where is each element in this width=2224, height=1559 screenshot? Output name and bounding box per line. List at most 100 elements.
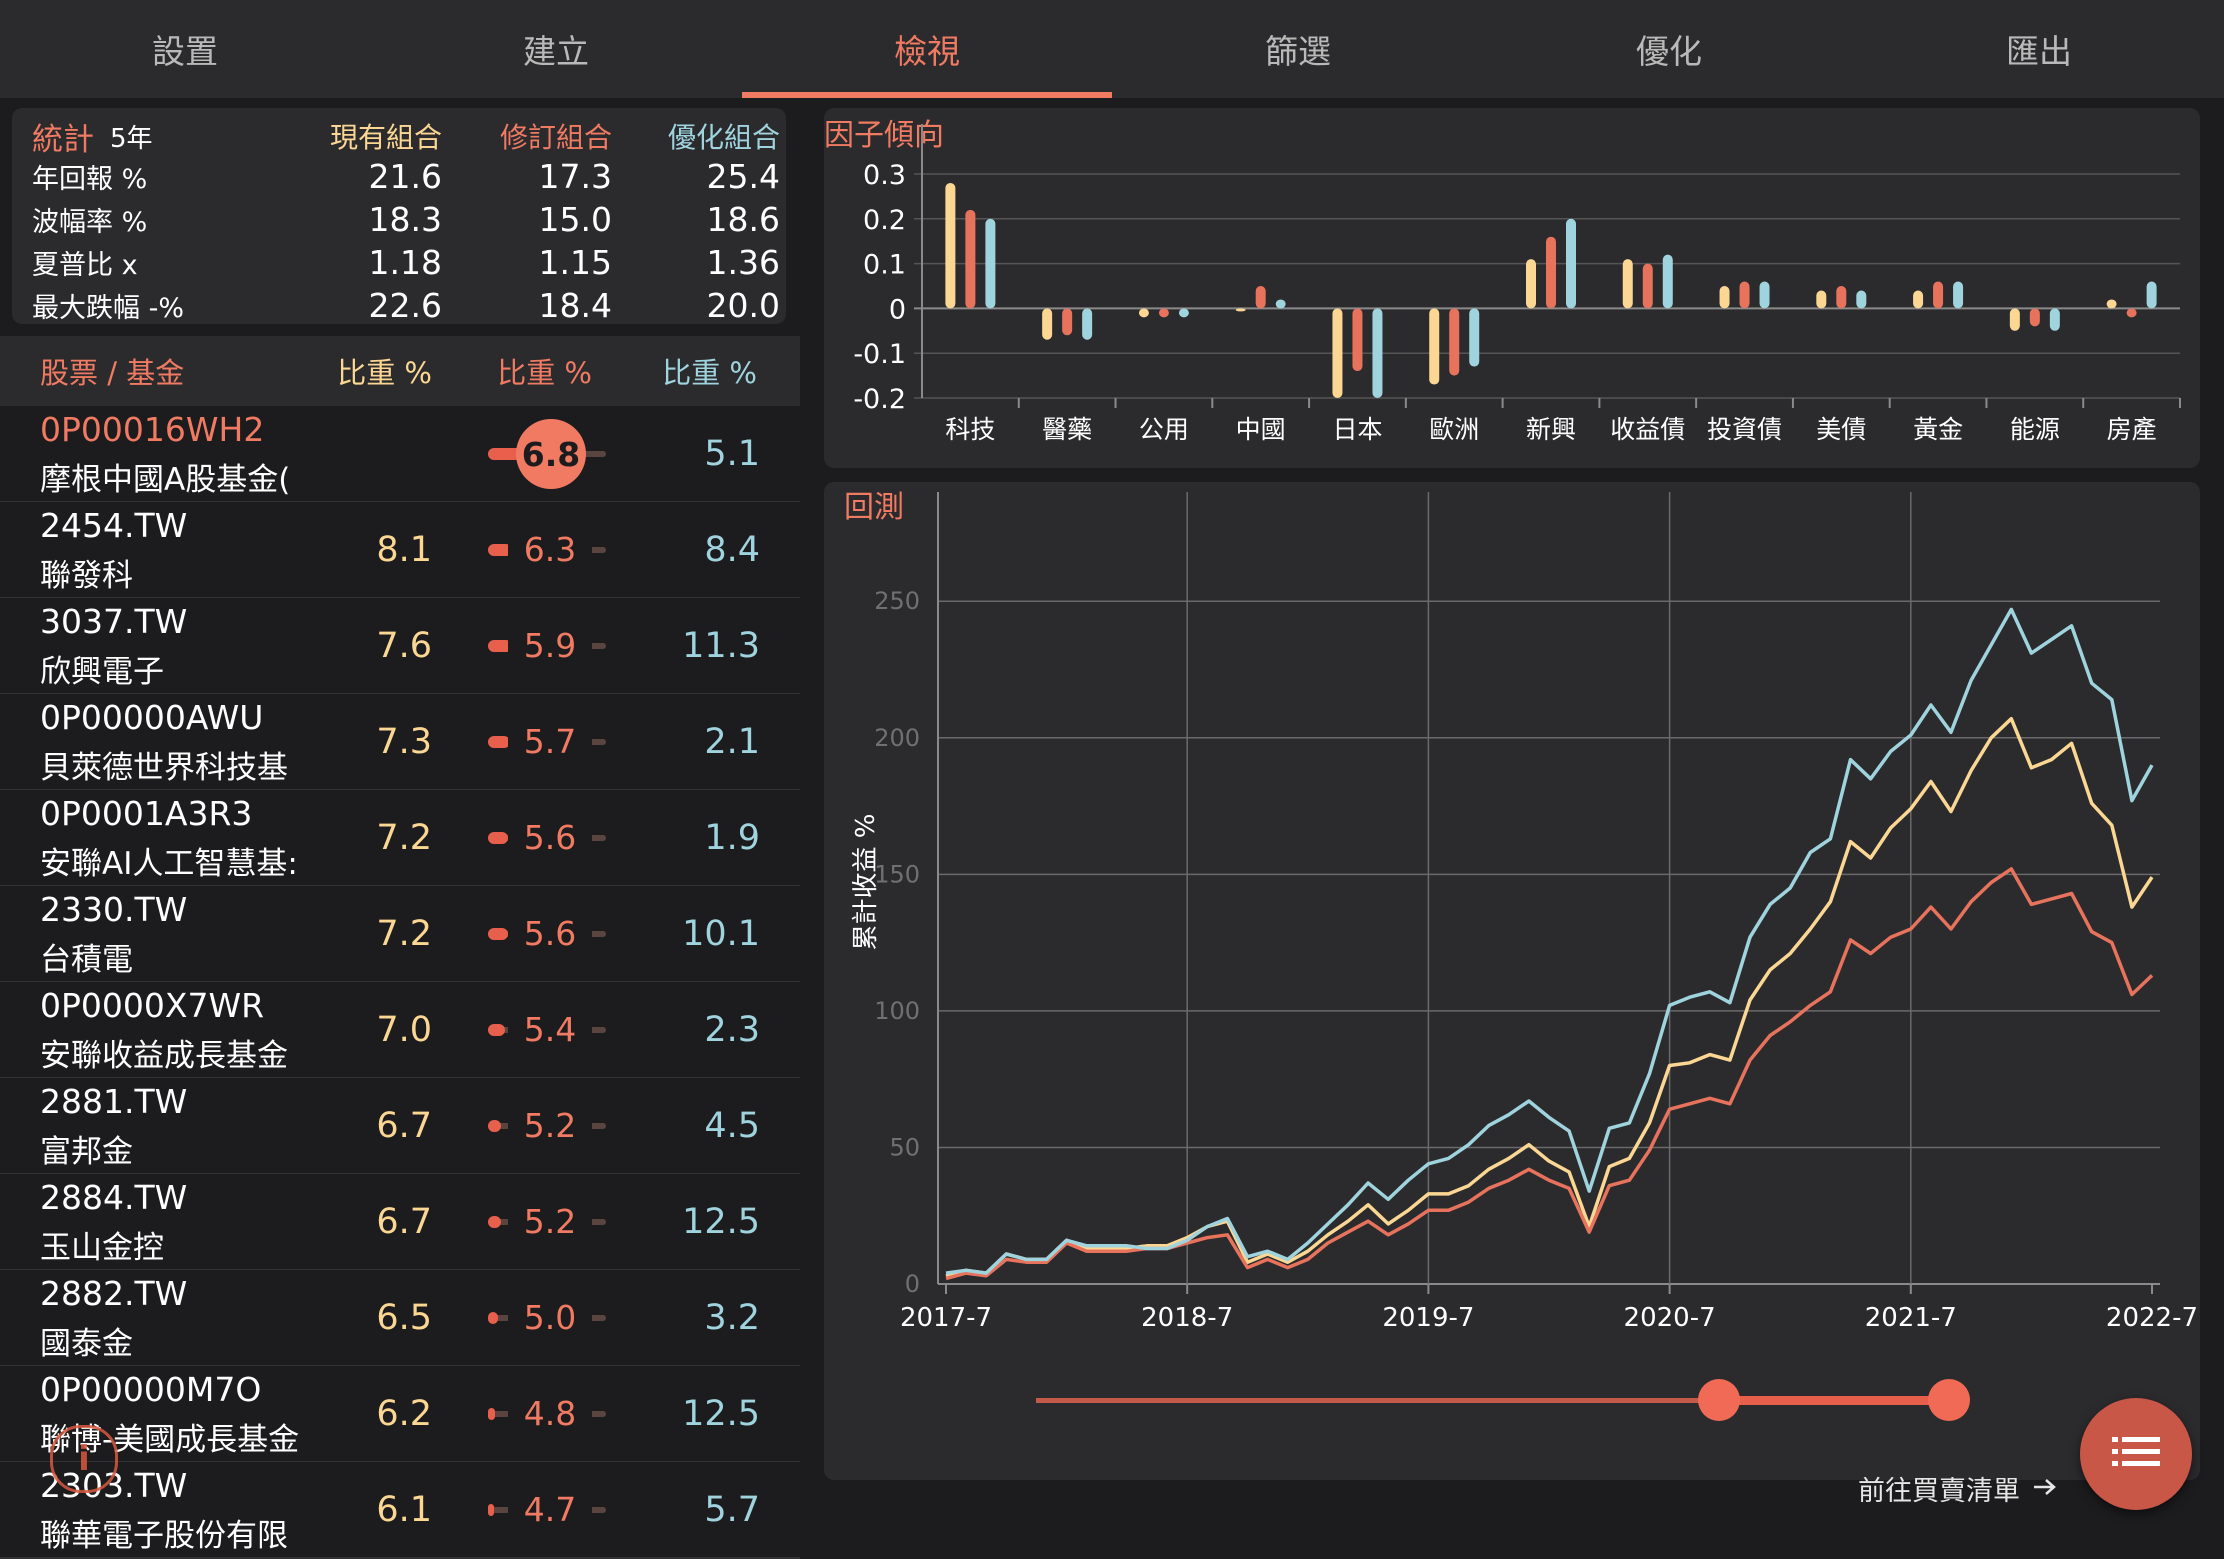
holding-row[interactable]: 2303.TW 聯華電子股份有限 6.1 4.7 5.7: [0, 1462, 800, 1559]
factor-bar: [1138, 308, 1149, 318]
holding-ticker: 0P0000X7WR: [40, 986, 265, 1025]
holding-ticker: 2330.TW: [40, 890, 188, 929]
revised-weight-value[interactable]: 5.6: [508, 790, 592, 885]
info-icon[interactable]: i: [50, 1425, 118, 1493]
stats-row: 夏普比 x 1.18 1.15 1.36: [12, 241, 786, 284]
factor-bar: [1662, 254, 1673, 309]
weight-current-header: 比重 %: [337, 356, 432, 390]
factor-category-label: 科技: [945, 415, 995, 444]
weight-slider-fill: [488, 1024, 505, 1036]
buy-sell-list-link[interactable]: 前往買賣清單: [1858, 1468, 2058, 1508]
stats-optimized-value: 18.6: [706, 200, 780, 239]
date-range-track[interactable]: [1036, 1398, 1960, 1403]
factor-category-label: 歐洲: [1429, 415, 1479, 444]
holding-row[interactable]: 0P00016WH2 摩根中國A股基金(6.8 5.1: [0, 406, 800, 503]
revised-weight-value[interactable]: 5.0: [508, 1270, 592, 1365]
revised-weight-value[interactable]: 5.9: [508, 598, 592, 693]
holding-row[interactable]: 2882.TW 國泰金 6.5 5.0 3.2: [0, 1270, 800, 1367]
holding-row[interactable]: 2330.TW 台積電 7.2 5.6 10.1: [0, 886, 800, 983]
factor-bar: [2029, 308, 2040, 327]
factor-ytick-label: -0.1: [853, 339, 906, 370]
stats-header: 統計 5年: [32, 114, 153, 158]
factor-bar: [1546, 236, 1556, 309]
stats-row-label: 夏普比 x: [32, 250, 138, 281]
top-tab-bar: 設置 建立 檢視 篩選 優化 匯出: [0, 0, 2224, 98]
revised-weight-value[interactable]: 5.4: [508, 982, 592, 1077]
arrow-right-icon: [2032, 1473, 2058, 1504]
holding-row[interactable]: 2454.TW 聯發科 8.1 6.3 8.4: [0, 502, 800, 599]
weight-revised-header: 比重 %: [497, 356, 592, 390]
optimized-weight-value: 1.9: [704, 817, 760, 858]
optimized-weight-value: 10.1: [682, 913, 760, 954]
factor-bar: [1526, 259, 1536, 309]
factor-category-label: 黃金: [1913, 415, 1963, 444]
tab-filter[interactable]: 篩選: [1265, 32, 1331, 71]
date-range-selection[interactable]: [1718, 1396, 1950, 1405]
factor-category-label: 美債: [1816, 415, 1866, 444]
optimized-weight-value: 5.1: [704, 433, 760, 474]
revised-weight-value[interactable]: 4.7: [508, 1462, 592, 1557]
holding-name: 聯發科: [40, 558, 133, 594]
range-end-handle[interactable]: [1928, 1379, 1970, 1421]
stats-revised-value: 15.0: [538, 200, 612, 239]
optimized-weight-value: 5.7: [704, 1489, 760, 1530]
list-menu-button[interactable]: [2080, 1398, 2192, 1510]
tab-settings[interactable]: 設置: [152, 32, 218, 71]
backtest-ytick-label: 150: [874, 860, 920, 888]
optimized-weight-value: 3.2: [704, 1297, 760, 1338]
factor-category-label: 中國: [1236, 415, 1286, 444]
factor-bar: [2106, 299, 2117, 309]
col-current-header: 現有組合: [329, 121, 442, 154]
factor-ytick-label: 0.3: [863, 160, 906, 191]
stats-period[interactable]: 5年: [110, 123, 153, 154]
factor-bar: [2126, 308, 2137, 318]
stats-current-value: 22.6: [368, 286, 442, 325]
holding-name: 富邦金: [40, 1134, 133, 1170]
revised-weight-value[interactable]: 5.2: [508, 1174, 592, 1269]
factor-bar: [1856, 290, 1867, 309]
weight-slider-fill: [488, 544, 512, 556]
col-optimized-header: 優化組合: [667, 121, 780, 154]
factor-bar: [1372, 308, 1383, 398]
factor-bar: [945, 182, 956, 309]
backtest-panel: 回測 0 50 100 150 200 250 2017-7 2018-7 2019-7 2020…: [824, 482, 2200, 1480]
holding-row[interactable]: 0P0001A3R3 安聯AI人工智慧基: 7.2 5.6 1.9: [0, 790, 800, 887]
factor-bar: [1449, 308, 1460, 376]
factor-bar: [1178, 308, 1189, 318]
factor-category-label: 公用: [1139, 415, 1189, 444]
factor-category-label: 能源: [2010, 415, 2060, 444]
optimized-weight-value: 11.3: [682, 625, 760, 666]
factor-ytick-label: 0: [889, 294, 906, 325]
holding-row[interactable]: 0P00000AWU 貝萊德世界科技基 7.3 5.7 2.1: [0, 694, 800, 791]
weight-slider-knob[interactable]: 6.8: [516, 419, 586, 489]
backtest-xtick-label: 2022-7: [2106, 1303, 2198, 1333]
holding-row[interactable]: 0P0000X7WR 安聯收益成長基金 7.0 5.4 2.3: [0, 982, 800, 1079]
tab-review[interactable]: 檢視: [894, 32, 960, 71]
stats-optimized-value: 1.36: [706, 243, 780, 282]
factor-category-label: 房產: [2107, 415, 2157, 444]
backtest-xtick-label: 2020-7: [1624, 1303, 1716, 1333]
backtest-series-line: [945, 716, 2154, 1278]
holding-ticker: 2884.TW: [40, 1178, 188, 1217]
tab-optimize[interactable]: 優化: [1636, 32, 1702, 71]
holding-row[interactable]: 3037.TW 欣興電子 7.6 5.9 11.3: [0, 598, 800, 695]
tab-build[interactable]: 建立: [523, 32, 589, 71]
revised-weight-value[interactable]: 5.6: [508, 886, 592, 981]
revised-weight-value[interactable]: 5.7: [508, 694, 592, 789]
factor-category-label: 投資債: [1707, 415, 1782, 444]
backtest-title: 回測: [844, 490, 904, 525]
factor-bar: [1042, 308, 1053, 340]
factor-category-label: 收益債: [1610, 415, 1685, 444]
factor-ytick-label: -0.2: [853, 384, 906, 415]
revised-weight-value[interactable]: 6.3: [508, 502, 592, 597]
holding-row[interactable]: 2881.TW 富邦金 6.7 5.2 4.5: [0, 1078, 800, 1175]
revised-weight-value[interactable]: 4.8: [508, 1366, 592, 1461]
revised-weight-value[interactable]: 5.2: [508, 1078, 592, 1173]
stats-revised-value: 1.15: [538, 243, 612, 282]
holding-row[interactable]: 0P00000M7O 聯博-美國成長基金 6.2 4.8 12.5: [0, 1366, 800, 1463]
holding-row[interactable]: 2884.TW 玉山金控 6.7 5.2 12.5: [0, 1174, 800, 1271]
current-weight-value: 7.3: [376, 721, 432, 762]
tab-export[interactable]: 匯出: [2006, 32, 2072, 71]
backtest-xtick-label: 2021-7: [1865, 1303, 1957, 1333]
range-start-handle[interactable]: [1698, 1379, 1740, 1421]
